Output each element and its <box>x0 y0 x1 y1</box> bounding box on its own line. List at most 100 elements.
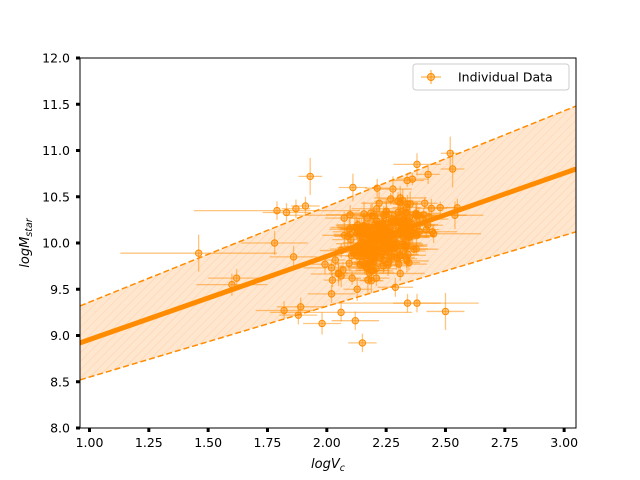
data-marker <box>365 231 373 240</box>
data-point <box>120 234 277 272</box>
data-marker <box>297 303 305 311</box>
data-marker <box>441 307 450 316</box>
data-marker <box>327 264 336 272</box>
data-point <box>401 207 418 227</box>
data-point <box>349 260 394 282</box>
data-point <box>415 198 448 218</box>
data-point <box>241 230 308 256</box>
data-point <box>262 203 311 222</box>
fit-line <box>80 166 576 346</box>
data-point <box>269 245 318 268</box>
data-marker <box>345 225 354 233</box>
x-tick-label: 2.50 <box>432 435 460 450</box>
data-marker <box>421 199 429 207</box>
data-marker <box>289 253 298 261</box>
data-marker <box>345 259 353 267</box>
data-marker <box>392 216 400 224</box>
data-marker <box>389 185 397 193</box>
y-tick-label: 10.5 <box>42 189 70 204</box>
x-tick-label: 2.00 <box>313 435 341 450</box>
data-marker <box>424 170 432 179</box>
data-marker <box>232 274 241 282</box>
data-point <box>416 164 440 184</box>
x-tick-label: 1.25 <box>135 435 163 450</box>
plot-area <box>79 57 577 429</box>
data-marker <box>351 317 359 325</box>
data-marker <box>334 269 343 277</box>
y-tick-label: 10.0 <box>42 236 70 251</box>
data-point <box>423 201 457 214</box>
data-marker <box>403 200 412 208</box>
data-marker <box>396 194 404 202</box>
data-marker <box>328 276 337 284</box>
data-marker <box>413 160 421 169</box>
legend-box <box>412 63 570 91</box>
confidence-band <box>80 106 576 380</box>
band-upper-line <box>80 105 576 307</box>
data-marker <box>367 209 375 217</box>
x-axis: 1.00 1.25 1.50 1.75 2.00 2.25 2.50 2.75 3.00 <box>76 428 578 450</box>
data-marker <box>373 205 381 213</box>
y-axis-label: logMstar <box>18 217 35 268</box>
data-marker <box>348 274 356 282</box>
data-marker <box>301 202 310 210</box>
data-point <box>387 227 430 248</box>
data-marker <box>352 251 361 259</box>
x-tick-label: 1.00 <box>76 435 104 450</box>
x-tick-label: 2.75 <box>491 435 519 450</box>
data-point <box>351 244 397 257</box>
data-marker <box>353 285 361 293</box>
x-tick-label: 1.75 <box>254 435 282 450</box>
x-axis-label: logVc <box>311 457 346 474</box>
data-point <box>440 150 465 188</box>
data-marker <box>321 260 329 268</box>
data-point <box>298 157 323 195</box>
data-point <box>377 277 414 297</box>
data-point <box>348 333 377 353</box>
data-marker <box>318 319 326 328</box>
data-point <box>208 268 266 288</box>
data-marker <box>394 260 403 268</box>
data-marker <box>384 261 392 269</box>
data-point <box>303 312 342 335</box>
data-marker <box>403 257 411 265</box>
data-point <box>366 208 407 221</box>
data-marker <box>427 204 436 213</box>
data-marker <box>413 299 421 307</box>
data-point <box>338 173 368 202</box>
x-tick-label: 1.50 <box>194 435 222 450</box>
data-marker <box>448 165 457 173</box>
data-marker <box>373 184 381 192</box>
data-point <box>390 174 425 187</box>
data-marker <box>446 149 454 157</box>
data-point <box>343 277 371 301</box>
data-marker <box>270 239 279 247</box>
data-marker <box>331 256 340 264</box>
data-marker <box>306 172 314 181</box>
data-point <box>323 273 342 287</box>
y-tick-label: 9.0 <box>50 328 70 343</box>
data-marker <box>412 209 420 218</box>
data-point <box>351 201 402 216</box>
data-point <box>331 311 380 330</box>
y-tick-label: 9.5 <box>50 282 70 297</box>
data-marker <box>436 203 444 212</box>
data-marker <box>340 214 348 222</box>
data-point <box>363 270 390 286</box>
data-marker <box>358 339 367 347</box>
data-point <box>390 204 441 223</box>
y-tick-label: 12.0 <box>42 51 70 66</box>
data-point <box>365 178 390 198</box>
data-point <box>393 293 441 313</box>
data-points <box>120 136 484 353</box>
data-point <box>329 218 370 240</box>
data-point <box>339 260 391 273</box>
data-point <box>307 284 356 304</box>
data-point <box>350 241 386 267</box>
legend-label: Individual Data <box>458 70 553 85</box>
data-marker <box>402 243 411 251</box>
data-point <box>196 273 268 296</box>
data-point <box>396 236 416 258</box>
data-marker <box>349 183 357 192</box>
